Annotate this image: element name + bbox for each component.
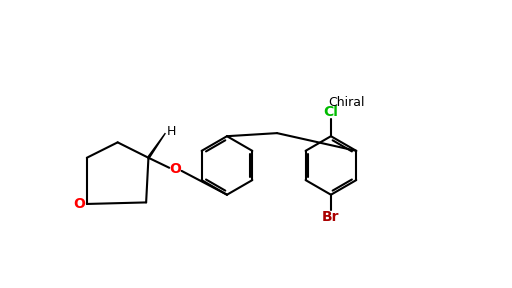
- Text: H: H: [167, 125, 176, 138]
- Text: Cl: Cl: [324, 105, 338, 119]
- Text: Chiral: Chiral: [328, 96, 365, 109]
- Polygon shape: [148, 133, 165, 159]
- Text: O: O: [73, 197, 85, 211]
- Text: O: O: [169, 162, 181, 176]
- Text: Br: Br: [322, 210, 339, 224]
